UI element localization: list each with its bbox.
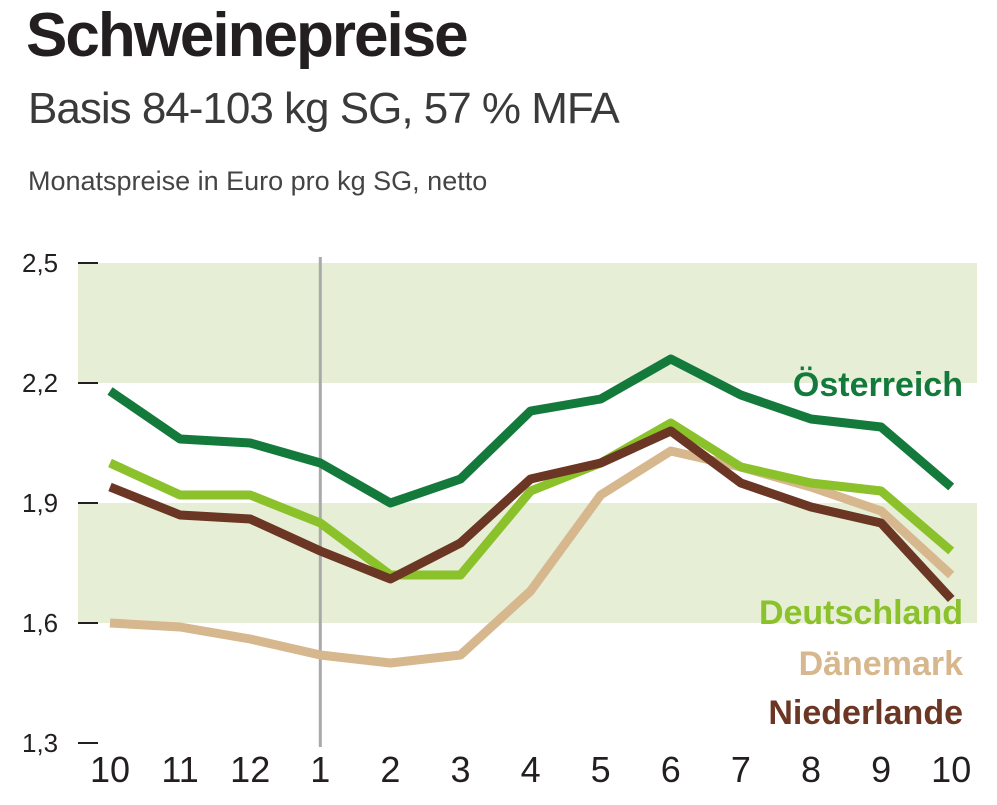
series-label: Österreich bbox=[793, 366, 963, 404]
band-1 bbox=[78, 263, 977, 383]
y-axis-description: Monatspreise in Euro pro kg SG, netto bbox=[28, 166, 488, 196]
x-tick-label: 2 bbox=[380, 749, 400, 790]
x-tick-label: 5 bbox=[591, 749, 611, 790]
x-tick-label: 9 bbox=[871, 749, 891, 790]
chart-subtitle: Basis 84-103 kg SG, 57 % MFA bbox=[28, 84, 620, 133]
band-0 bbox=[78, 503, 977, 623]
y-tick-label: 1,6 bbox=[22, 608, 58, 638]
x-tick-label: 8 bbox=[801, 749, 821, 790]
x-tick-label: 4 bbox=[521, 749, 541, 790]
x-tick-label: 1 bbox=[310, 749, 330, 790]
series-label: Dänemark bbox=[799, 645, 964, 683]
x-tick-label: 11 bbox=[161, 749, 198, 790]
y-tick-label: 2,2 bbox=[22, 368, 58, 398]
x-tick-label: 7 bbox=[731, 749, 751, 790]
x-tick-label: 10 bbox=[931, 749, 971, 790]
x-tick-label: 12 bbox=[230, 749, 270, 790]
chart-title: Schweinepreise bbox=[26, 1, 469, 70]
y-tick-label: 1,3 bbox=[22, 728, 58, 758]
series-line-deutschland bbox=[108, 418, 955, 580]
x-tick-label: 6 bbox=[661, 749, 681, 790]
y-tick-label: 2,5 bbox=[22, 248, 58, 278]
series-label: Niederlande bbox=[768, 694, 963, 732]
series-line-österreich bbox=[107, 354, 955, 508]
series-label: Deutschland bbox=[759, 594, 963, 632]
x-tick-label: 3 bbox=[450, 749, 470, 790]
y-tick-label: 1,9 bbox=[22, 488, 58, 518]
series-line-niederlande bbox=[108, 426, 955, 603]
x-tick-label: 10 bbox=[90, 749, 130, 790]
